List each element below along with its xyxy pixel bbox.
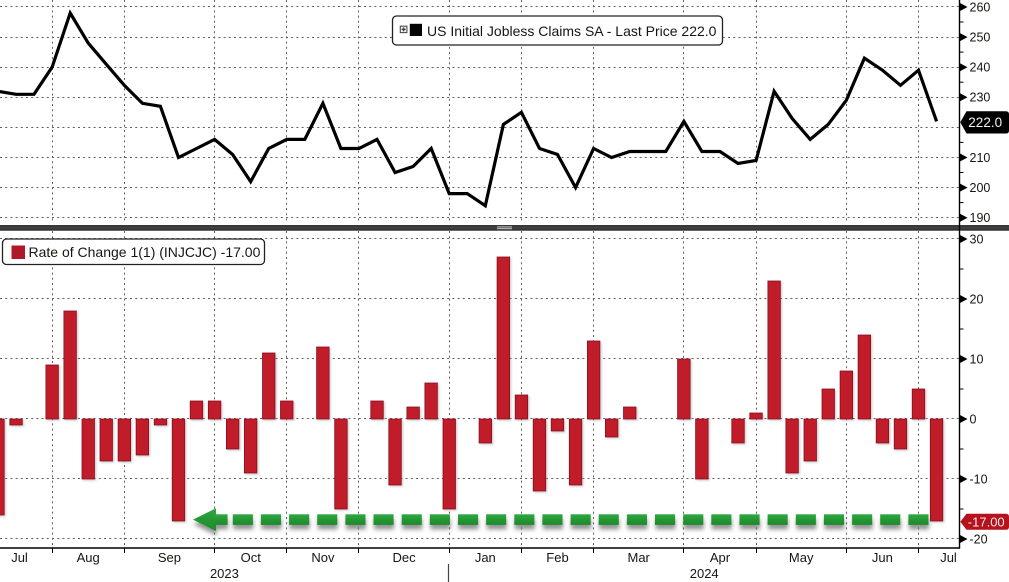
svg-text:Aug: Aug <box>77 550 100 565</box>
svg-text:Jun: Jun <box>872 550 893 565</box>
svg-text:May: May <box>789 550 814 565</box>
svg-text:240: 240 <box>970 61 991 75</box>
svg-text:250: 250 <box>970 30 991 44</box>
svg-text:20: 20 <box>970 292 984 306</box>
svg-text:230: 230 <box>970 91 991 105</box>
svg-text:2023: 2023 <box>210 566 239 581</box>
svg-text:US Initial Jobless Claims SA -: US Initial Jobless Claims SA - Last Pric… <box>427 23 717 39</box>
svg-text:Oct: Oct <box>241 550 262 565</box>
svg-text:210: 210 <box>970 151 991 165</box>
svg-text:Jul: Jul <box>11 550 28 565</box>
svg-text:-17.00: -17.00 <box>968 514 1005 529</box>
svg-text:260: 260 <box>970 0 991 14</box>
svg-text:200: 200 <box>970 181 991 195</box>
svg-text:Nov: Nov <box>311 550 335 565</box>
svg-text:0: 0 <box>970 412 977 426</box>
svg-text:Jul: Jul <box>940 550 957 565</box>
svg-text:Apr: Apr <box>710 550 731 565</box>
svg-text:Dec: Dec <box>393 550 417 565</box>
svg-text:-20: -20 <box>970 532 988 546</box>
svg-text:190: 190 <box>970 211 991 225</box>
svg-text:Sep: Sep <box>158 550 181 565</box>
svg-text:2024: 2024 <box>690 566 719 581</box>
svg-text:30: 30 <box>970 232 984 246</box>
svg-text:Rate of Change 1(1) (INJCJC) -: Rate of Change 1(1) (INJCJC) -17.00 <box>29 244 261 260</box>
svg-text:Jan: Jan <box>475 550 496 565</box>
svg-text:-10: -10 <box>970 472 988 486</box>
svg-text:10: 10 <box>970 352 984 366</box>
svg-text:Feb: Feb <box>546 550 568 565</box>
svg-text:222.0: 222.0 <box>968 115 1002 130</box>
svg-text:Mar: Mar <box>628 550 651 565</box>
